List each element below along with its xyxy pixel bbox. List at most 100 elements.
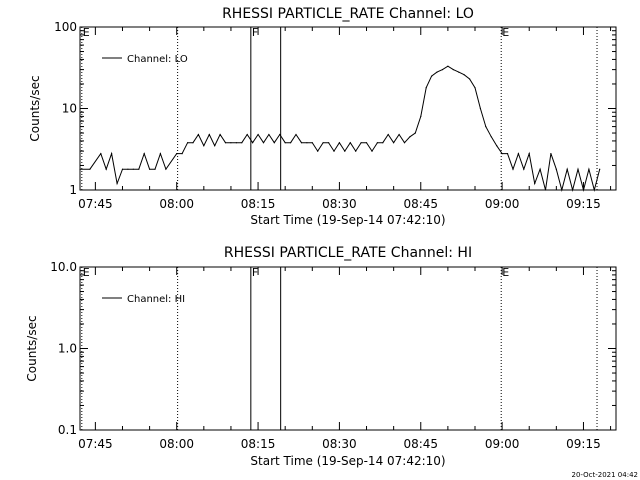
chart-title: RHESSI PARTICLE_RATE Channel: HI (224, 245, 472, 261)
data-point (306, 142, 308, 144)
data-point (517, 153, 520, 155)
data-point (523, 168, 525, 170)
data-point (317, 150, 319, 152)
data-point (176, 153, 178, 155)
data-point (328, 142, 330, 144)
data-point (284, 142, 286, 144)
data-point (566, 168, 568, 170)
data-point (197, 133, 199, 136)
data-point (241, 142, 243, 144)
chart-panel-1: RHESSI PARTICLE_RATE Channel: LO 1 10 100 Co… (28, 6, 617, 227)
data-point (496, 145, 498, 147)
data-point (268, 133, 270, 136)
x-tick-label: 08:45 (403, 437, 438, 451)
data-point (376, 142, 378, 144)
legend-label: Channel: HI (127, 294, 185, 305)
data-point (425, 87, 427, 89)
x-tick-label: 09:15 (566, 197, 601, 211)
data-point (252, 142, 254, 144)
data-point (127, 168, 129, 170)
y-tick-label: 1.0 (58, 342, 77, 356)
data-point (420, 115, 422, 117)
x-axis-label: Start Time (19-Sep-14 07:42:10) (250, 454, 445, 468)
data-point (447, 65, 449, 67)
x-tick-label: 09:00 (485, 197, 520, 211)
event-marker-label: E (83, 266, 90, 279)
x-axis-label: Start Time (19-Sep-14 07:42:10) (250, 213, 445, 227)
data-point (555, 168, 557, 170)
x-tick-label: 08:30 (322, 197, 357, 211)
x-tick-label: 07:45 (78, 197, 113, 211)
x-tick-label: 08:00 (159, 197, 194, 211)
data-point (192, 142, 194, 144)
data-point (333, 150, 335, 152)
data-point (116, 182, 118, 185)
data-point (528, 153, 530, 155)
data-point (132, 168, 134, 170)
data-point (490, 136, 492, 138)
data-point (441, 69, 444, 71)
data-point (506, 153, 509, 155)
y-tick-label: 10 (62, 102, 77, 116)
data-point (599, 168, 601, 170)
data-point (300, 142, 303, 144)
x-tick-label: 08:00 (159, 437, 194, 451)
x-tick-label: 08:45 (403, 197, 438, 211)
data-point (219, 133, 221, 136)
data-point (322, 142, 324, 144)
x-tick-label: 07:45 (78, 437, 113, 451)
x-tick-label: 08:15 (241, 437, 276, 451)
data-point (409, 136, 411, 138)
data-point (295, 133, 297, 136)
chart-panel-2: RHESSI PARTICLE_RATE Channel: HI 0.1 1.0 10… (25, 245, 617, 468)
data-point (561, 189, 563, 191)
data-point (414, 132, 416, 134)
data-point (572, 189, 574, 191)
y-tick-label: 10.0 (50, 260, 77, 274)
data-point (501, 153, 503, 155)
data-point (111, 153, 113, 155)
data-point (105, 168, 107, 170)
data-point (387, 133, 389, 136)
data-point (224, 142, 227, 144)
data-point (355, 150, 357, 152)
data-point (474, 87, 476, 89)
data-point (463, 74, 465, 76)
data-point (273, 142, 275, 144)
data-point (89, 168, 91, 170)
data-point (100, 153, 102, 155)
data-point (436, 71, 438, 73)
data-point (121, 168, 124, 170)
event-marker-label: E (502, 26, 509, 39)
data-point (203, 145, 205, 147)
data-point (246, 133, 248, 136)
data-point (360, 142, 362, 144)
plot-frame (79, 266, 617, 431)
data-point (262, 142, 265, 144)
data-point (582, 189, 585, 191)
data-point (143, 153, 145, 155)
y-axis-label: Counts/sec (28, 75, 42, 141)
plot-frame (79, 26, 617, 191)
data-point (279, 133, 281, 136)
data-point (187, 142, 189, 144)
data-point (349, 142, 351, 144)
data-point (79, 168, 81, 170)
x-tick-label: 08:15 (241, 197, 276, 211)
data-point (452, 69, 454, 71)
data-point (338, 142, 340, 144)
data-point (403, 142, 406, 144)
data-point (214, 145, 216, 147)
data-point (365, 142, 368, 144)
data-point (534, 182, 536, 185)
y-axis-label: Counts/sec (25, 315, 39, 381)
data-point (479, 107, 481, 110)
event-marker-label: F (252, 26, 258, 39)
data-point (149, 168, 151, 170)
data-point (257, 133, 259, 136)
data-point (181, 153, 183, 155)
data-point (382, 142, 384, 144)
data-point (208, 133, 210, 136)
data-point (154, 168, 156, 170)
event-marker-label: E (502, 266, 509, 279)
